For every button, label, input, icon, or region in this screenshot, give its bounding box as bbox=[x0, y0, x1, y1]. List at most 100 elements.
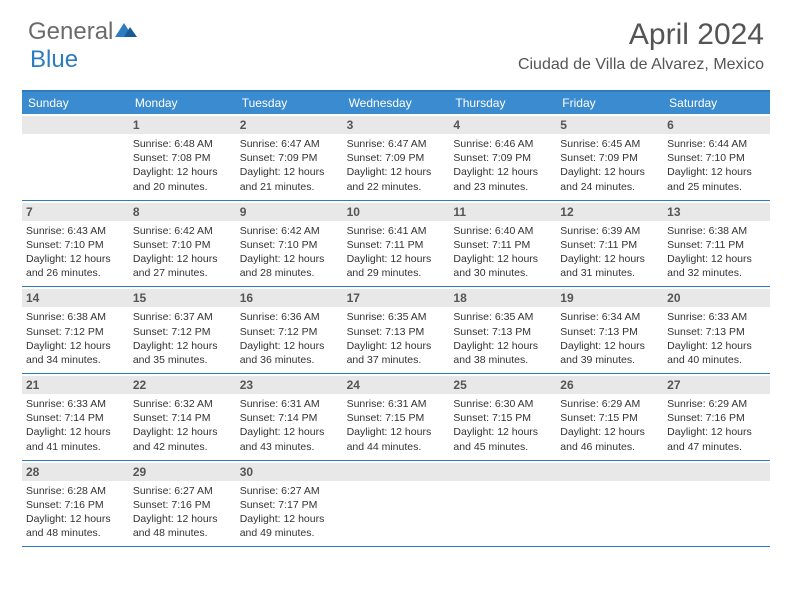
daylight-text: and 23 minutes. bbox=[453, 180, 552, 194]
daylight-text: and 39 minutes. bbox=[560, 353, 659, 367]
daylight-text: Daylight: 12 hours bbox=[240, 252, 339, 266]
daylight-text: and 28 minutes. bbox=[240, 266, 339, 280]
sunset-text: Sunset: 7:12 PM bbox=[133, 325, 232, 339]
day-number: 24 bbox=[343, 376, 450, 394]
daylight-text: and 26 minutes. bbox=[26, 266, 125, 280]
sunset-text: Sunset: 7:10 PM bbox=[240, 238, 339, 252]
sunset-text: Sunset: 7:10 PM bbox=[667, 151, 766, 165]
day-number: 6 bbox=[663, 116, 770, 134]
daylight-text: and 24 minutes. bbox=[560, 180, 659, 194]
daylight-text: Daylight: 12 hours bbox=[560, 252, 659, 266]
day-number bbox=[22, 116, 129, 134]
daylight-text: Daylight: 12 hours bbox=[347, 425, 446, 439]
day-cell bbox=[449, 461, 556, 547]
logo-blue-wrapper: Blue bbox=[30, 46, 78, 74]
day-number: 18 bbox=[449, 289, 556, 307]
day-cell: 1Sunrise: 6:48 AMSunset: 7:08 PMDaylight… bbox=[129, 114, 236, 200]
daylight-text: Daylight: 12 hours bbox=[240, 339, 339, 353]
daylight-text: and 47 minutes. bbox=[667, 440, 766, 454]
day-cell: 5 Sunrise: 6:45 AMSunset: 7:09 PMDaylight… bbox=[556, 114, 663, 200]
week-row: 1Sunrise: 6:48 AMSunset: 7:08 PMDaylight… bbox=[22, 114, 770, 201]
daylight-text: Daylight: 12 hours bbox=[26, 425, 125, 439]
dow-sunday: Sunday bbox=[22, 92, 129, 114]
day-cell: 28Sunrise: 6:28 AMSunset: 7:16 PMDayligh… bbox=[22, 461, 129, 547]
dow-wednesday: Wednesday bbox=[343, 92, 450, 114]
sunrise-text: Sunrise: 6:38 AM bbox=[26, 310, 125, 324]
sunrise-text: Sunrise: 6:31 AM bbox=[240, 397, 339, 411]
sunset-text: Sunset: 7:13 PM bbox=[560, 325, 659, 339]
daylight-text: and 41 minutes. bbox=[26, 440, 125, 454]
day-number: 4 bbox=[449, 116, 556, 134]
sunrise-text: Sunrise: 6:31 AM bbox=[347, 397, 446, 411]
daylight-text: and 38 minutes. bbox=[453, 353, 552, 367]
daylight-text: Daylight: 12 hours bbox=[26, 339, 125, 353]
logo-text-blue: Blue bbox=[30, 46, 78, 73]
day-number: 25 bbox=[449, 376, 556, 394]
dow-row: Sunday Monday Tuesday Wednesday Thursday… bbox=[22, 92, 770, 114]
day-cell: 10Sunrise: 6:41 AMSunset: 7:11 PMDayligh… bbox=[343, 201, 450, 287]
day-cell bbox=[22, 114, 129, 200]
sunset-text: Sunset: 7:15 PM bbox=[347, 411, 446, 425]
week-row: 28Sunrise: 6:28 AMSunset: 7:16 PMDayligh… bbox=[22, 461, 770, 548]
day-number: 23 bbox=[236, 376, 343, 394]
day-cell: 26Sunrise: 6:29 AMSunset: 7:15 PMDayligh… bbox=[556, 374, 663, 460]
day-number: 22 bbox=[129, 376, 236, 394]
day-number bbox=[556, 463, 663, 481]
sunset-text: Sunset: 7:14 PM bbox=[26, 411, 125, 425]
day-number: 29 bbox=[129, 463, 236, 481]
sunset-text: Sunset: 7:13 PM bbox=[453, 325, 552, 339]
sunset-text: Sunset: 7:12 PM bbox=[240, 325, 339, 339]
day-cell: 8Sunrise: 6:42 AMSunset: 7:10 PMDaylight… bbox=[129, 201, 236, 287]
daylight-text: Daylight: 12 hours bbox=[560, 165, 659, 179]
day-cell: 29Sunrise: 6:27 AMSunset: 7:16 PMDayligh… bbox=[129, 461, 236, 547]
sunrise-text: Sunrise: 6:30 AM bbox=[453, 397, 552, 411]
dow-friday: Friday bbox=[556, 92, 663, 114]
sunrise-text: Sunrise: 6:38 AM bbox=[667, 224, 766, 238]
sunrise-text: Sunrise: 6:34 AM bbox=[560, 310, 659, 324]
sunrise-text: Sunrise: 6:43 AM bbox=[26, 224, 125, 238]
daylight-text: Daylight: 12 hours bbox=[133, 339, 232, 353]
sunrise-text: Sunrise: 6:41 AM bbox=[347, 224, 446, 238]
day-cell: 20Sunrise: 6:33 AMSunset: 7:13 PMDayligh… bbox=[663, 287, 770, 373]
sunrise-text: Sunrise: 6:42 AM bbox=[133, 224, 232, 238]
sunrise-text: Sunrise: 6:27 AM bbox=[240, 484, 339, 498]
day-number bbox=[663, 463, 770, 481]
day-cell: 17Sunrise: 6:35 AMSunset: 7:13 PMDayligh… bbox=[343, 287, 450, 373]
day-number: 15 bbox=[129, 289, 236, 307]
daylight-text: and 40 minutes. bbox=[667, 353, 766, 367]
sunrise-text: Sunrise: 6:47 AM bbox=[240, 137, 339, 151]
sunset-text: Sunset: 7:11 PM bbox=[347, 238, 446, 252]
week-row: 21Sunrise: 6:33 AMSunset: 7:14 PMDayligh… bbox=[22, 374, 770, 461]
sunrise-text: Sunrise: 6:45 AM bbox=[560, 137, 659, 151]
day-cell: 12Sunrise: 6:39 AMSunset: 7:11 PMDayligh… bbox=[556, 201, 663, 287]
header: General April 2024 Ciudad de Villa de Al… bbox=[0, 0, 792, 80]
sunset-text: Sunset: 7:09 PM bbox=[560, 151, 659, 165]
sunset-text: Sunset: 7:14 PM bbox=[240, 411, 339, 425]
daylight-text: and 22 minutes. bbox=[347, 180, 446, 194]
day-cell: 27Sunrise: 6:29 AMSunset: 7:16 PMDayligh… bbox=[663, 374, 770, 460]
logo-text-general: General bbox=[28, 18, 113, 46]
sunset-text: Sunset: 7:13 PM bbox=[667, 325, 766, 339]
sunset-text: Sunset: 7:11 PM bbox=[667, 238, 766, 252]
daylight-text: and 35 minutes. bbox=[133, 353, 232, 367]
daylight-text: and 36 minutes. bbox=[240, 353, 339, 367]
day-number: 9 bbox=[236, 203, 343, 221]
daylight-text: Daylight: 12 hours bbox=[347, 252, 446, 266]
sunrise-text: Sunrise: 6:39 AM bbox=[560, 224, 659, 238]
day-cell: 4Sunrise: 6:46 AMSunset: 7:09 PMDaylight… bbox=[449, 114, 556, 200]
daylight-text: and 30 minutes. bbox=[453, 266, 552, 280]
day-number: 5 bbox=[556, 116, 663, 134]
sunrise-text: Sunrise: 6:36 AM bbox=[240, 310, 339, 324]
dow-tuesday: Tuesday bbox=[236, 92, 343, 114]
day-cell: 13Sunrise: 6:38 AMSunset: 7:11 PMDayligh… bbox=[663, 201, 770, 287]
day-number: 30 bbox=[236, 463, 343, 481]
daylight-text: and 45 minutes. bbox=[453, 440, 552, 454]
logo: General bbox=[28, 18, 139, 46]
daylight-text: Daylight: 12 hours bbox=[560, 425, 659, 439]
day-number: 12 bbox=[556, 203, 663, 221]
daylight-text: Daylight: 12 hours bbox=[453, 165, 552, 179]
daylight-text: and 48 minutes. bbox=[26, 526, 125, 540]
location: Ciudad de Villa de Alvarez, Mexico bbox=[518, 56, 764, 74]
day-number: 8 bbox=[129, 203, 236, 221]
weeks-container: 1Sunrise: 6:48 AMSunset: 7:08 PMDaylight… bbox=[22, 114, 770, 547]
